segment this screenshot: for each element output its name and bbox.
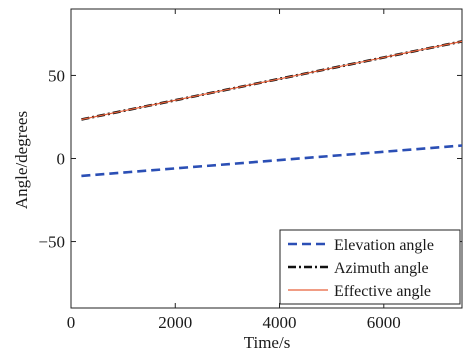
plot-area: 0 2000 4000 6000 50 0 −50 Elevation angle Azimut… xyxy=(38,9,462,332)
legend-label: Azimuth angle xyxy=(334,260,429,277)
series-line-elevation-angle xyxy=(81,146,462,176)
legend-label: Effective angle xyxy=(334,283,431,300)
x-tick-label: 6000 xyxy=(367,313,401,332)
x-axis-title: Time/s xyxy=(244,333,291,352)
legend-label: Elevation angle xyxy=(334,237,434,254)
y-axis-title-text: Angle/degrees xyxy=(12,111,31,209)
y-tick-label: 50 xyxy=(48,66,65,85)
y-tick-label: −50 xyxy=(38,233,65,252)
x-tick-label: 2000 xyxy=(158,313,192,332)
y-tick-label: 0 xyxy=(57,150,66,169)
y-axis-title: Angle/degrees xyxy=(12,111,31,209)
x-tick-label: 4000 xyxy=(263,313,297,332)
series-line-effective-angle xyxy=(81,41,462,119)
x-tick-label: 0 xyxy=(67,313,76,332)
